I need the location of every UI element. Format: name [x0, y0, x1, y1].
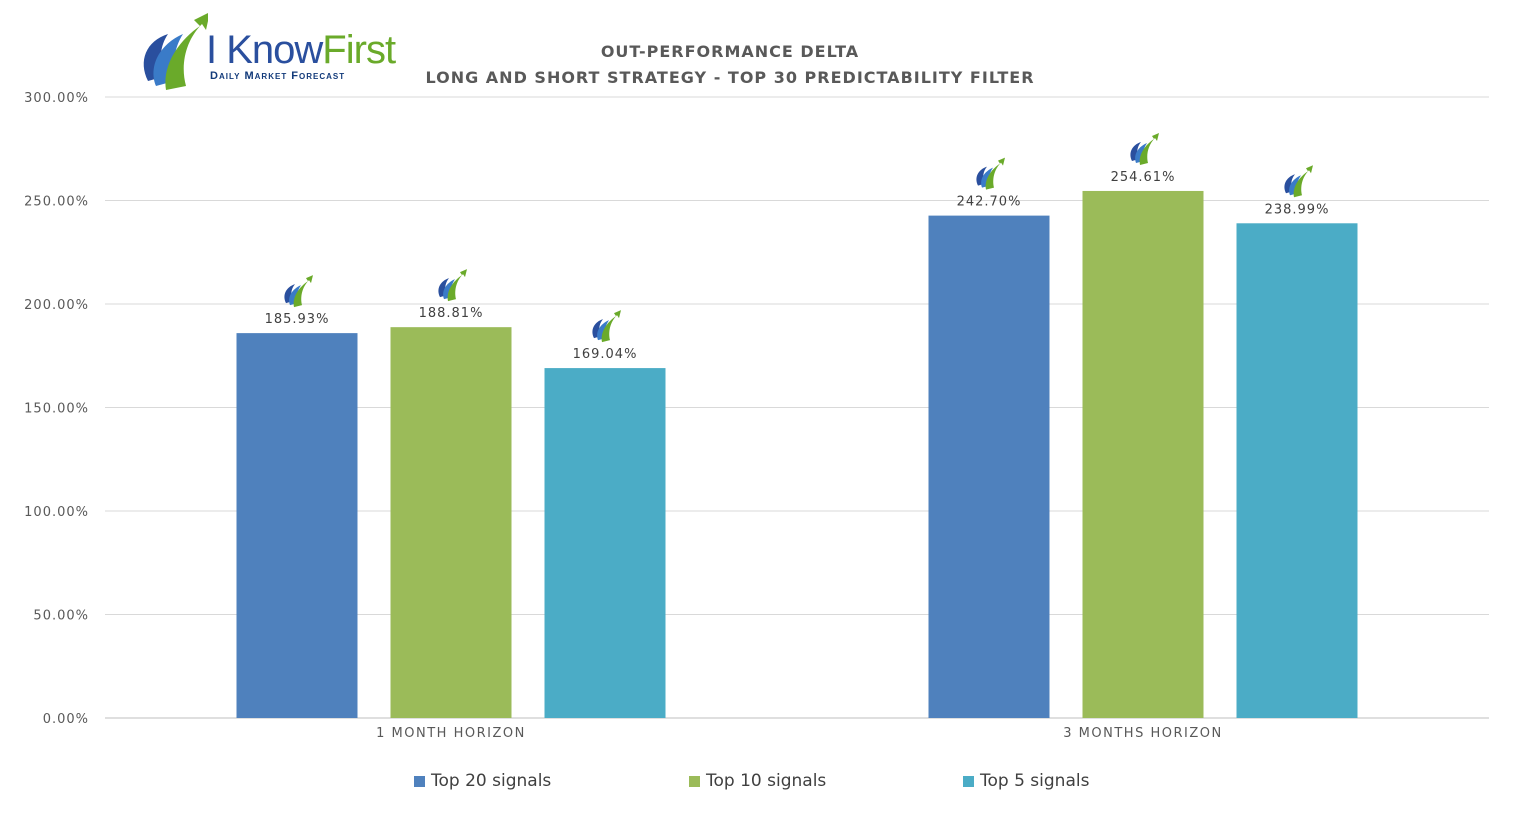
chart-subtitle: LONG AND SHORT STRATEGY - TOP 30 PREDICT… [425, 68, 1035, 87]
data-label: 254.61% [1111, 170, 1176, 185]
logo-marker-icon [592, 310, 621, 343]
logo-marker-icon [1284, 165, 1313, 198]
y-tick-label: 50.00% [33, 609, 89, 624]
y-tick-label: 100.00% [24, 505, 89, 520]
bar [544, 368, 666, 718]
y-tick-label: 150.00% [24, 402, 89, 417]
legend-label: Top 20 signals [431, 771, 552, 791]
logo-marker-icon [1130, 132, 1159, 165]
logo-swoosh-icon [143, 13, 208, 90]
logo-marker-icon [438, 269, 467, 302]
data-label: 185.93% [265, 312, 330, 327]
logo-marker-icon [976, 157, 1005, 190]
chart-legend: Top 20 signals Top 10 signals Top 5 signal… [0, 771, 1529, 795]
y-tick-label: 300.00% [24, 91, 89, 106]
bar [236, 333, 358, 718]
chart-title: OUT-PERFORMANCE DELTA [600, 42, 860, 61]
bar [1236, 223, 1358, 718]
legend-label: Top 10 signals [706, 771, 827, 791]
logo-tagline: Daily Market Forecast [210, 70, 346, 82]
bar [390, 327, 512, 718]
data-label: 238.99% [1265, 202, 1330, 217]
y-tick-label: 0.00% [43, 712, 89, 727]
x-category-label: 1 MONTH HORIZON [376, 726, 526, 741]
legend-swatch [963, 775, 974, 787]
legend-swatch [414, 775, 425, 787]
legend-item: Top 10 signals [689, 771, 826, 791]
legend-label: Top 5 signals [980, 771, 1090, 791]
data-label: 188.81% [419, 306, 484, 321]
legend-item: Top 20 signals [414, 771, 551, 791]
legend-item: Top 5 signals [963, 771, 1089, 791]
data-label: 169.04% [573, 347, 638, 362]
bar [1082, 190, 1204, 719]
legend-swatch [689, 775, 700, 787]
bar [928, 215, 1050, 718]
y-tick-label: 250.00% [24, 195, 89, 210]
y-tick-label: 200.00% [24, 298, 89, 313]
logo-wordmark: I KnowFirst [206, 28, 396, 72]
bar-chart: 0.00% 50.00% 100.00% 150.00% 200.00% 250.00% 3… [24, 91, 1489, 741]
data-label: 242.70% [957, 195, 1022, 210]
logo-marker-icon [284, 275, 313, 308]
company-logo: I KnowFirst Daily Market Forecast [138, 6, 408, 94]
x-category-label: 3 MONTHS HORIZON [1063, 726, 1222, 741]
